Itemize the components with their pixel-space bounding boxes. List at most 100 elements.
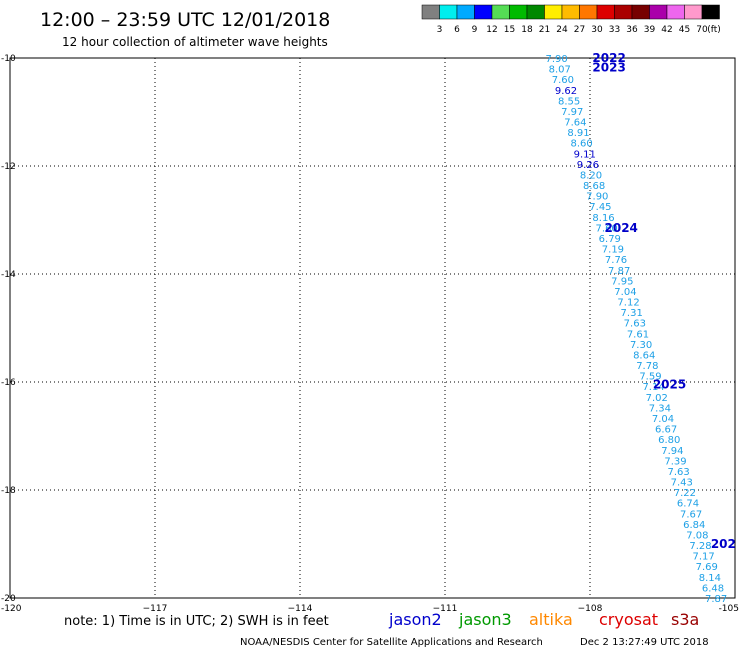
swh-value-label: 6.67 — [655, 425, 677, 436]
swh-value-label: 7.04 — [614, 287, 636, 298]
swh-value-label: 9.11 — [574, 149, 596, 160]
swh-value-label: 6.79 — [599, 234, 621, 245]
x-tick-label: -120 — [1, 604, 22, 614]
swh-value-label: 7.30 — [630, 340, 652, 351]
color-scale-label: 21 — [539, 25, 550, 35]
cycle-label: 2023 — [592, 61, 625, 75]
swh-value-label: 7.95 — [611, 276, 633, 287]
swh-value-label: 7.76 — [605, 255, 627, 266]
color-swatch — [666, 4, 685, 20]
swh-value-label: 9.26 — [577, 160, 599, 171]
swh-value-label: 8.07 — [549, 65, 571, 76]
color-scale-legend: 3 6 9 12 15 18 21 24 27 30 33 36 39 42 45 70 (ft) — [421, 4, 721, 35]
swh-value-label: 8.20 — [580, 170, 602, 181]
satellite-legend-item: jason3 — [458, 610, 512, 629]
swh-value-label: 8.16 — [592, 213, 614, 224]
color-swatch — [491, 4, 510, 20]
swh-value-label: 7.04 — [652, 414, 674, 425]
swh-value-label: 8.91 — [567, 128, 589, 139]
color-swatch — [579, 4, 598, 20]
swh-value-label: 7.08 — [686, 530, 708, 541]
satellite-legend-item: cryosat — [599, 610, 658, 629]
swh-value-label: 7.64 — [564, 118, 586, 129]
swh-value-label: 7.43 — [671, 478, 693, 489]
swh-value-label: 7.02 — [646, 393, 668, 404]
swh-value-label: 7.22 — [674, 488, 696, 499]
y-tick-label: -16 — [1, 378, 16, 388]
swh-value-label: 7.69 — [696, 562, 718, 573]
color-scale-label: 27 — [574, 25, 585, 35]
color-swatch — [474, 4, 493, 20]
swh-value-label: 6.84 — [683, 520, 705, 531]
satellite-legend-item: s3a — [671, 610, 699, 629]
color-scale-label: 24 — [556, 25, 568, 35]
color-scale-label: 30 — [591, 25, 603, 35]
swh-value-label: 7.60 — [552, 75, 574, 86]
swh-value-label: 7.90 — [546, 54, 568, 65]
color-swatch — [526, 4, 545, 20]
swh-value-label: 6.80 — [658, 435, 680, 446]
satellite-legend: jason2 jason3 altika cryosat s3a — [388, 610, 699, 629]
color-swatch — [614, 4, 633, 20]
color-swatch — [456, 4, 475, 20]
y-tick-label: -14 — [1, 270, 16, 280]
cycle-label: 2025 — [653, 378, 686, 392]
color-scale-label: 70 — [696, 25, 708, 35]
swh-value-label: 7.39 — [664, 456, 686, 467]
note-text: note: 1) Time is in UTC; 2) SWH is in fe… — [64, 614, 329, 629]
swh-value-label: 9.62 — [555, 86, 577, 97]
swh-value-label: 7.19 — [602, 245, 624, 256]
color-swatch — [649, 4, 668, 20]
cycle-label: 202 — [711, 537, 736, 551]
swh-value-label: 8.64 — [633, 350, 655, 361]
color-swatch — [596, 4, 615, 20]
color-scale-label: 3 — [437, 25, 443, 35]
swh-value-label: 7.63 — [624, 319, 646, 330]
chart-subtitle: 12 hour collection of altimeter wave hei… — [62, 35, 328, 49]
swh-value-label: 7.31 — [621, 308, 643, 319]
x-tick-label: −117 — [143, 604, 168, 614]
color-swatch — [701, 4, 720, 20]
swh-track: 7.908.077.609.628.557.977.648.918.609.11… — [546, 54, 728, 605]
swh-value-label: 7.94 — [661, 446, 683, 457]
axis-ticks: -120 −117 −114 −111 −108 -105 -20 -18 -16 -14 -12 -… — [1, 54, 739, 614]
color-scale-label: 18 — [521, 25, 533, 35]
color-swatch — [631, 4, 650, 20]
x-tick-label: −114 — [288, 604, 313, 614]
plot-frame — [9, 57, 736, 599]
swh-value-label: 7.34 — [649, 403, 671, 414]
swh-value-label: 7.60 — [596, 223, 618, 234]
swh-value-label: 8.60 — [571, 139, 593, 150]
footer-timestamp: Dec 2 13:27:49 UTC 2018 — [580, 637, 709, 648]
color-scale-label: 6 — [454, 25, 460, 35]
y-tick-label: -20 — [1, 594, 16, 604]
color-scale-label: 36 — [626, 25, 638, 35]
cycle-label: 2024 — [605, 221, 638, 235]
color-scale-label: 33 — [609, 25, 620, 35]
color-scale-label: 42 — [661, 25, 672, 35]
swh-value-label: 7.97 — [561, 107, 583, 118]
swh-value-label: 7.45 — [589, 202, 611, 213]
y-tick-label: -18 — [1, 486, 16, 496]
x-tick-label: −111 — [433, 604, 458, 614]
y-tick-label: -12 — [1, 162, 16, 172]
color-swatch — [561, 4, 580, 20]
swh-value-label: 8.68 — [583, 181, 605, 192]
swh-value-label: 8.55 — [558, 96, 580, 107]
satellite-legend-item: altika — [529, 610, 573, 629]
swh-value-label: 7.90 — [586, 192, 608, 203]
swh-value-label: 7.67 — [680, 509, 702, 520]
swh-value-label: 7.87 — [705, 594, 727, 605]
color-scale-unit: (ft) — [707, 25, 721, 35]
color-swatch — [421, 4, 440, 20]
color-swatch — [509, 4, 528, 20]
swh-value-label: 6.48 — [702, 583, 724, 594]
color-scale-label: 45 — [679, 25, 690, 35]
y-tick-label: -10 — [1, 54, 16, 64]
swh-value-label: 7.78 — [636, 361, 658, 372]
x-tick-label: −108 — [578, 604, 603, 614]
swh-value-label: 7.61 — [627, 329, 649, 340]
swh-value-label: 7.17 — [692, 552, 714, 563]
